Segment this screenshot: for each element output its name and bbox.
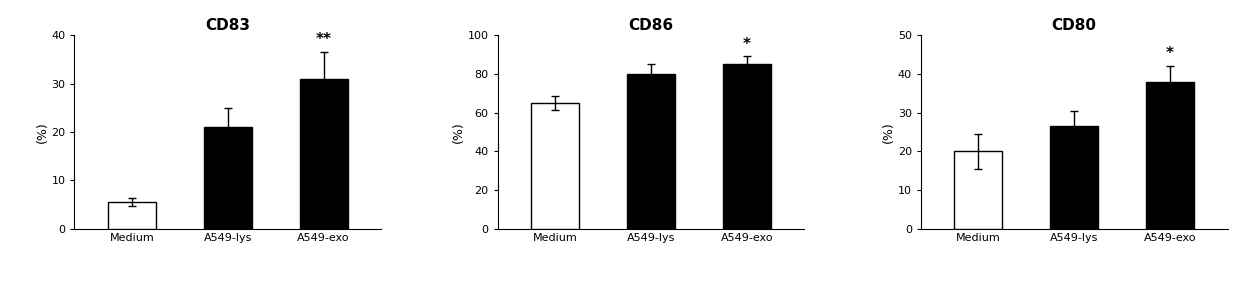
Y-axis label: (%): (%) — [451, 121, 465, 143]
Bar — [723, 64, 771, 229]
Text: *: * — [743, 37, 751, 52]
Title: CD86: CD86 — [629, 18, 673, 33]
Title: CD80: CD80 — [1052, 18, 1096, 33]
Bar — [627, 74, 675, 229]
Bar — [300, 79, 347, 229]
Bar — [1050, 126, 1099, 229]
Bar — [1146, 81, 1194, 229]
Y-axis label: (%): (%) — [882, 121, 895, 143]
Bar — [108, 202, 156, 229]
Title: CD83: CD83 — [206, 18, 250, 33]
Text: *: * — [1166, 46, 1174, 61]
Bar — [203, 127, 252, 229]
Y-axis label: (%): (%) — [36, 121, 48, 143]
Bar — [955, 151, 1002, 229]
Text: **: ** — [316, 32, 331, 47]
Bar — [531, 103, 579, 229]
